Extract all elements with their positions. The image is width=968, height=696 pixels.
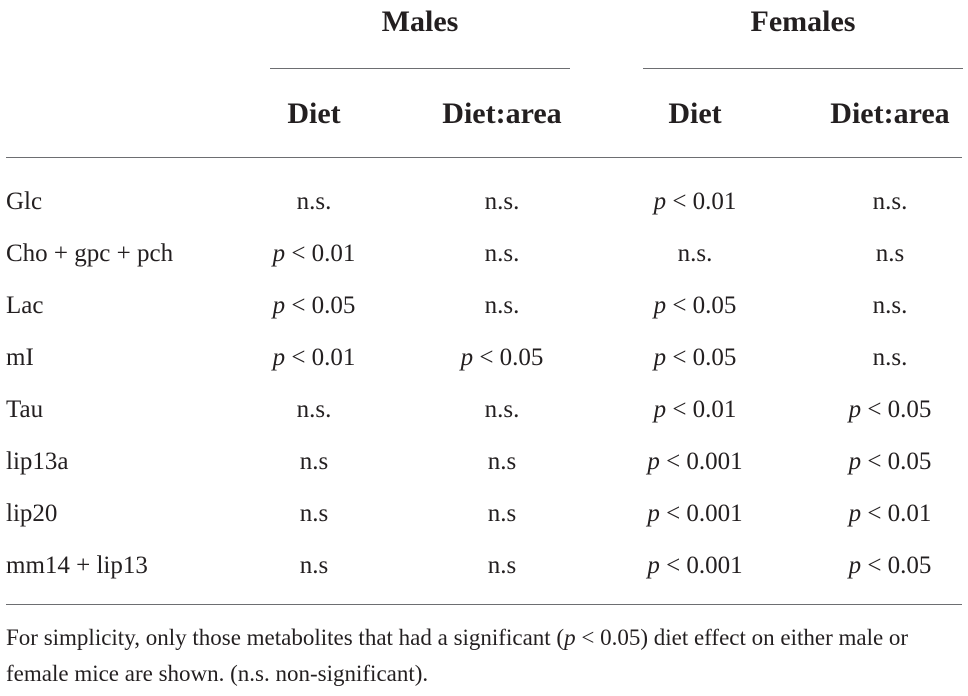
significance-cell: n.s <box>299 552 329 579</box>
significance-cell: p < 0.05 <box>848 448 932 475</box>
metabolite-label: Lac <box>6 292 44 319</box>
significance-cell: n.s. <box>484 240 520 267</box>
significance-cell: p < 0.01 <box>653 396 737 423</box>
table-row: Lac p < 0.05 n.s. p < 0.05 n.s. <box>0 280 968 332</box>
significance-cell: p < 0.01 <box>272 240 356 267</box>
metabolite-label: Tau <box>6 396 44 423</box>
significance-cell: n.s <box>875 240 905 267</box>
significance-cell: p < 0.05 <box>272 292 356 319</box>
table-row: mI p < 0.01 p < 0.05 p < 0.05 n.s. <box>0 332 968 384</box>
significance-cell: p < 0.001 <box>647 552 743 579</box>
significance-cell: n.s <box>487 552 517 579</box>
metabolite-label: Glc <box>6 188 43 215</box>
metabolite-label: mm14 + lip13 <box>6 552 148 579</box>
table-footnote: For simplicity, only those metabolites t… <box>6 625 909 686</box>
metabolite-label: lip13a <box>6 448 69 475</box>
significance-cell: n.s. <box>296 396 332 423</box>
header-rule <box>6 157 962 158</box>
significance-cell: n.s. <box>872 188 908 215</box>
significance-cell: p < 0.05 <box>848 396 932 423</box>
group-rule-females <box>643 68 963 69</box>
significance-cell: p < 0.05 <box>848 552 932 579</box>
table-row: mm14 + lip13 n.s n.s p < 0.001 p < 0.05 <box>0 540 968 592</box>
significance-cell: p < 0.05 <box>653 344 737 371</box>
significance-cell: n.s <box>299 500 329 527</box>
subheader-males-diet-area: Diet:area <box>442 97 562 130</box>
group-header-males: Males <box>381 5 459 38</box>
group-rule-males <box>270 68 570 69</box>
metabolite-label: Cho + gpc + pch <box>6 240 174 267</box>
table-row: Cho + gpc + pch p < 0.01 n.s. n.s. n.s <box>0 228 968 280</box>
subheader-males-diet: Diet <box>287 97 341 130</box>
significance-cell: n.s. <box>484 292 520 319</box>
significance-cell: p < 0.05 <box>460 344 544 371</box>
significance-cell: n.s. <box>677 240 713 267</box>
significance-cell: n.s <box>487 500 517 527</box>
significance-cell: n.s. <box>296 188 332 215</box>
significance-cell: p < 0.05 <box>653 292 737 319</box>
significance-cell: p < 0.01 <box>848 500 932 527</box>
significance-cell: p < 0.001 <box>647 500 743 527</box>
significance-cell: n.s <box>487 448 517 475</box>
table-row: Glc n.s. n.s. p < 0.01 n.s. <box>0 176 968 228</box>
significance-cell: p < 0.01 <box>653 188 737 215</box>
group-header-females: Females <box>750 5 856 38</box>
significance-cell: p < 0.001 <box>647 448 743 475</box>
metabolite-label: lip20 <box>6 500 58 527</box>
metabolite-label: mI <box>6 344 34 371</box>
subheader-females-diet: Diet <box>668 97 722 130</box>
table-row: Tau n.s. n.s. p < 0.01 p < 0.05 <box>0 384 968 436</box>
significance-cell: p < 0.01 <box>272 344 356 371</box>
significance-cell: n.s. <box>484 188 520 215</box>
table-row: lip20 n.s n.s p < 0.001 p < 0.01 <box>0 488 968 540</box>
subheader-females-diet-area: Diet:area <box>830 97 950 130</box>
bottom-rule <box>6 604 962 605</box>
significance-cell: n.s. <box>484 396 520 423</box>
significance-cell: n.s. <box>872 292 908 319</box>
significance-cell: n.s. <box>872 344 908 371</box>
significance-cell: n.s <box>299 448 329 475</box>
table-row: lip13a n.s n.s p < 0.001 p < 0.05 <box>0 436 968 488</box>
